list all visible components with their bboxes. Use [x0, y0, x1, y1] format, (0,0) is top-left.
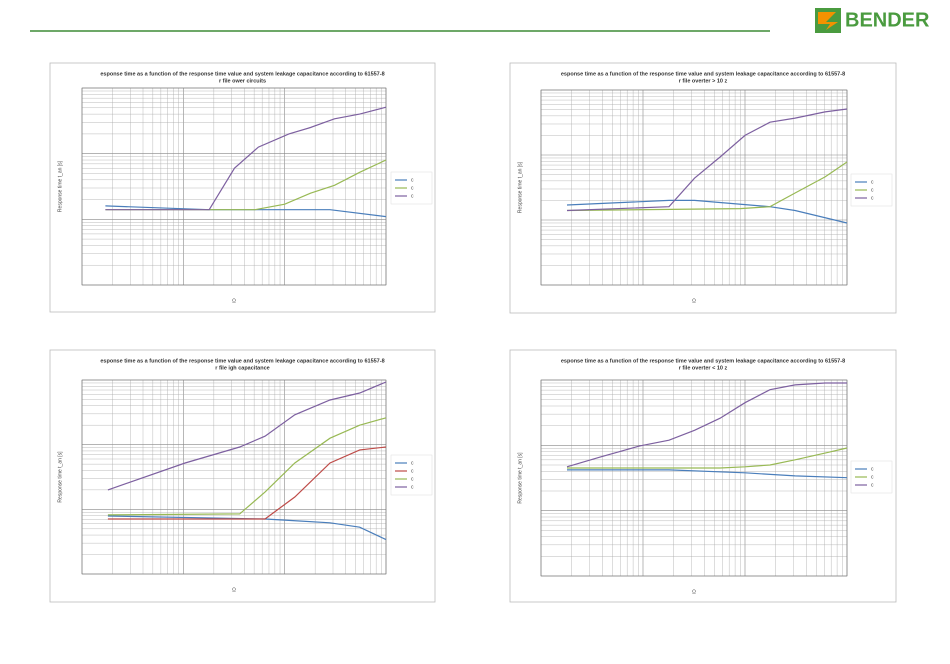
- series-line: [566, 382, 847, 468]
- chart-title: esponse time as a function of the respon…: [561, 358, 845, 364]
- logo: BENDER: [815, 8, 930, 33]
- plot-frame: [540, 379, 848, 577]
- chart-subtitle: r file overter > 10 z: [679, 78, 728, 84]
- chart-subtitle: r file ower circuits: [219, 78, 266, 84]
- legend-label: c: [411, 177, 414, 183]
- y-axis-label: Response time t_an [s]: [517, 452, 523, 504]
- legend-label: c: [871, 179, 874, 185]
- series-line: [105, 106, 387, 211]
- series-line: [566, 199, 848, 224]
- plot-frame: [81, 379, 387, 575]
- series-line: [105, 205, 387, 218]
- logo-text: BENDER: [845, 9, 930, 31]
- legend-box: [390, 454, 433, 496]
- series-line: [107, 381, 387, 491]
- series-line: [566, 161, 848, 212]
- x-axis-label: Ω: [692, 589, 696, 595]
- legend-label: c: [871, 466, 874, 472]
- legend-label: c: [871, 482, 874, 488]
- panel-frame: [49, 349, 436, 603]
- x-axis-label: Ω: [232, 587, 236, 593]
- chart-subtitle: r file igh capacitance: [215, 365, 269, 371]
- series-line: [107, 417, 387, 516]
- chart-title: esponse time as a function of the respon…: [100, 358, 384, 364]
- legend-label: c: [871, 195, 874, 201]
- plot-frame: [81, 87, 387, 286]
- y-axis-label: Response time t_an [s]: [57, 451, 63, 503]
- chart-panel: esponse time as a function of the respon…: [509, 62, 897, 314]
- legend-label: c: [871, 474, 874, 480]
- legend-label: c: [411, 460, 414, 466]
- y-axis-label: Response time t_an [s]: [57, 160, 63, 212]
- x-axis-label: Ω: [232, 298, 236, 304]
- legend-label: c: [411, 193, 414, 199]
- series-line: [567, 447, 848, 469]
- plot-frame: [540, 89, 848, 286]
- legend-label: c: [411, 185, 414, 191]
- x-axis-label: Ω: [692, 298, 696, 304]
- chart-subtitle: r file overter < 10 z: [679, 365, 728, 371]
- panel-frame: [49, 62, 436, 313]
- logo-bolt: [818, 12, 838, 30]
- legend-label: c: [411, 484, 414, 490]
- legend-label: c: [871, 187, 874, 193]
- legend-label: c: [411, 468, 414, 474]
- chart-panel: esponse time as a function of the respon…: [49, 349, 436, 603]
- legend-label: c: [411, 476, 414, 482]
- series-line: [566, 108, 848, 212]
- series-line: [107, 446, 387, 520]
- chart-panel: esponse time as a function of the respon…: [49, 62, 436, 313]
- panel-frame: [509, 62, 897, 314]
- series-line: [567, 469, 848, 479]
- series-line: [105, 159, 387, 211]
- chart-title: esponse time as a function of the respon…: [100, 71, 384, 77]
- chart-panel: esponse time as a function of the respon…: [509, 349, 897, 603]
- chart-title: esponse time as a function of the respon…: [561, 71, 845, 77]
- panel-frame: [509, 349, 897, 603]
- y-axis-label: Response time t_an [s]: [517, 161, 523, 213]
